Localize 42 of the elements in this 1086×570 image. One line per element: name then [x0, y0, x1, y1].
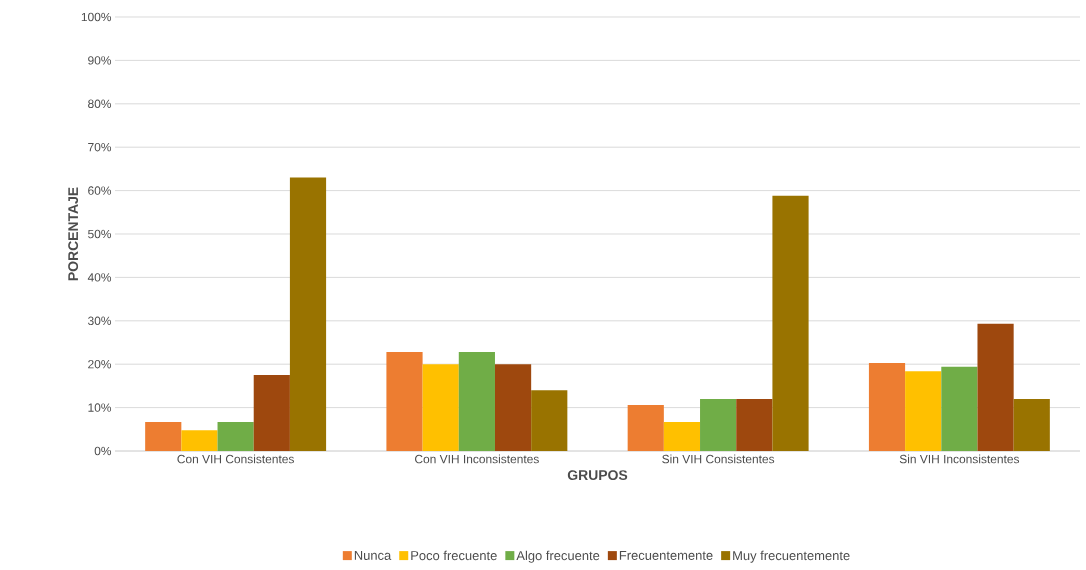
bar	[217, 421, 254, 451]
y-tick-label: 80%	[88, 99, 112, 109]
bar	[977, 323, 1014, 451]
bar	[531, 390, 568, 451]
bar	[458, 352, 495, 451]
bar	[941, 366, 978, 451]
bar	[627, 405, 664, 451]
x-axis-title: GRUPOS	[567, 470, 628, 481]
bar	[253, 375, 290, 451]
legend-label: Frecuentemente	[619, 550, 713, 560]
bar	[1013, 398, 1050, 451]
legend-label: Muy frecuentemente	[733, 550, 850, 563]
legend-label: Algo frecuente	[516, 550, 600, 563]
y-tick-label: 100%	[81, 12, 112, 22]
y-tick-label: 70%	[88, 142, 112, 152]
y-axis-title: PORCENTAJE	[68, 187, 79, 281]
y-tick-label: 10%	[88, 403, 112, 412]
legend-label: Nunca	[354, 550, 392, 560]
bar	[145, 421, 182, 451]
x-tick-label: Con VIH Inconsistentes	[415, 454, 539, 464]
bar	[700, 398, 737, 451]
y-tick-label: 60%	[88, 186, 112, 195]
bar	[736, 398, 773, 451]
bar	[386, 352, 423, 451]
y-tick-label: 40%	[87, 273, 112, 282]
x-tick-label: Sin VIH Inconsistentes	[899, 454, 1020, 464]
y-tick-label: 90%	[88, 56, 112, 65]
legend-label: Poco frecuente	[411, 550, 497, 561]
bar	[289, 177, 327, 451]
y-tick-label: 30%	[88, 316, 112, 326]
y-tick-label: 20%	[88, 359, 112, 369]
bar	[422, 364, 459, 451]
y-tick-label: 50%	[88, 229, 112, 239]
bar	[868, 362, 906, 451]
x-tick-label: Con VIH Consistentes	[177, 454, 294, 464]
bar	[494, 364, 532, 451]
bar	[772, 195, 809, 451]
x-tick-label: Sin VIH Consistentes	[662, 454, 775, 464]
bar	[181, 430, 218, 451]
y-tick-label: 0%	[94, 446, 112, 456]
bar	[905, 371, 942, 451]
bar	[663, 421, 701, 451]
